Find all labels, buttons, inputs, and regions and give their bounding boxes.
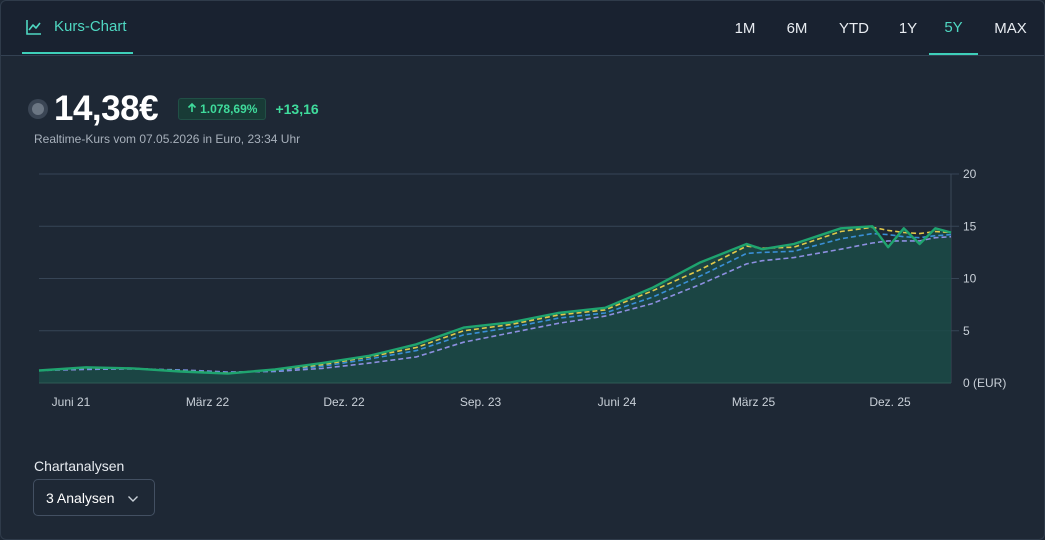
x-tick-label: Juni 21 xyxy=(52,395,91,409)
y-tick-label: 20 xyxy=(963,167,977,181)
change-percent-badge: 1.078,69% xyxy=(178,98,267,120)
price-row: 14,38€ 1.078,69% +13,16 xyxy=(28,89,319,129)
price-series-line xyxy=(38,225,952,375)
x-tick-label: März 25 xyxy=(732,395,776,409)
y-tick-label: 0 (EUR) xyxy=(963,376,1006,390)
price-area xyxy=(39,226,951,383)
x-tick-label: Juni 24 xyxy=(598,395,637,409)
line-chart-icon xyxy=(25,18,43,36)
status-dot-icon xyxy=(28,99,48,119)
range-button-5y[interactable]: 5Y xyxy=(929,1,978,55)
y-tick-label: 15 xyxy=(963,219,977,233)
x-tick-label: März 22 xyxy=(186,395,230,409)
chart-analysis-label: Chartanalysen xyxy=(34,458,125,474)
range-button-max[interactable]: MAX xyxy=(994,19,1027,37)
arrow-up-icon xyxy=(187,102,197,116)
x-tick-label: Sep. 23 xyxy=(460,395,502,409)
x-tick-label: Dez. 25 xyxy=(869,395,911,409)
change-absolute: +13,16 xyxy=(275,101,319,117)
price-chart[interactable]: 0 (EUR) 5 10 15 20 Juni 21 März 22 Dez. 22 Sep. … xyxy=(1,161,1044,421)
tab-kurs-chart-label: Kurs-Chart xyxy=(54,18,127,35)
change-percent: 1.078,69% xyxy=(200,102,258,116)
x-tick-label: Dez. 22 xyxy=(323,395,365,409)
range-button-1m[interactable]: 1M xyxy=(734,19,756,37)
current-price: 14,38€ xyxy=(54,89,159,128)
chart-analysis-select[interactable]: 3 Analysen xyxy=(33,479,155,516)
range-button-6m[interactable]: 6M xyxy=(786,19,808,37)
chevron-down-icon xyxy=(127,490,139,506)
chart-header: Kurs-Chart 1M 6M YTD 1Y 5Y MAX xyxy=(1,1,1044,56)
tab-kurs-chart[interactable]: Kurs-Chart xyxy=(22,1,133,54)
y-tick-label: 5 xyxy=(963,324,970,338)
quote-subtitle: Realtime-Kurs vom 07.05.2026 in Euro, 23… xyxy=(34,132,301,146)
range-button-1y[interactable]: 1Y xyxy=(898,19,918,37)
range-button-ytd[interactable]: YTD xyxy=(839,19,869,37)
chart-analysis-select-value: 3 Analysen xyxy=(46,489,115,506)
y-tick-label: 10 xyxy=(963,272,977,286)
time-range-selector: 1M 6M YTD 1Y 5Y MAX xyxy=(717,1,1044,55)
